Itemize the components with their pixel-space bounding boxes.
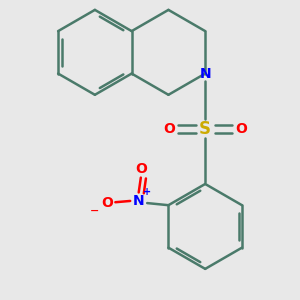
Text: O: O [135, 162, 147, 176]
Text: O: O [163, 122, 175, 136]
Text: −: − [89, 206, 99, 216]
Text: O: O [236, 122, 247, 136]
Text: +: + [143, 188, 151, 197]
Text: N: N [133, 194, 145, 208]
Text: N: N [200, 67, 211, 81]
Text: S: S [199, 120, 211, 138]
Text: O: O [101, 196, 113, 210]
